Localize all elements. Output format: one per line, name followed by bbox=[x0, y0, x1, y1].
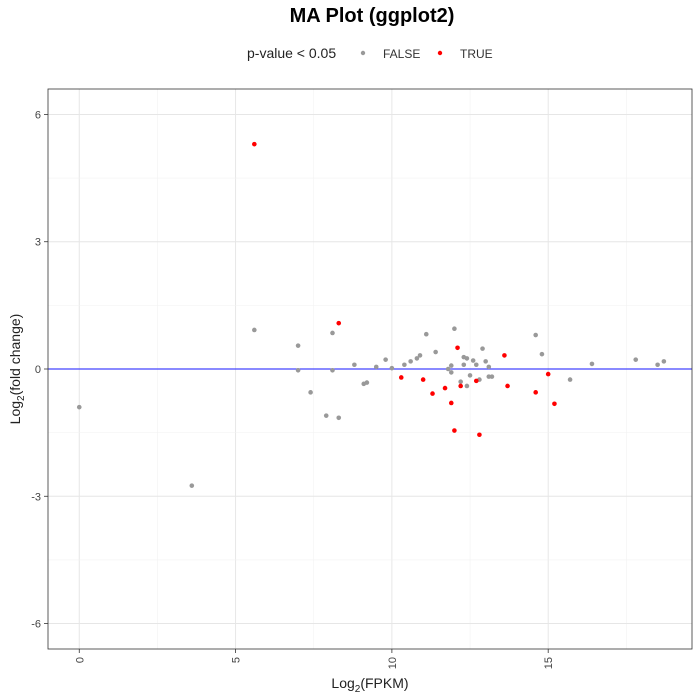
y-tick-label: 0 bbox=[35, 364, 41, 376]
data-point-false bbox=[486, 374, 492, 379]
y-tick-label: 3 bbox=[35, 237, 41, 249]
data-point-false bbox=[76, 404, 82, 410]
data-point-true bbox=[477, 432, 482, 438]
data-point-false bbox=[295, 367, 301, 373]
y-tick-label: 6 bbox=[35, 109, 41, 121]
data-point-false bbox=[364, 380, 370, 385]
data-point-true bbox=[533, 390, 538, 395]
x-tick-label: 15 bbox=[543, 657, 555, 669]
data-point-true bbox=[336, 320, 342, 326]
x-tick-label: 10 bbox=[387, 657, 399, 669]
data-point-false bbox=[423, 331, 429, 337]
data-point-false bbox=[480, 346, 485, 351]
legend-key-true-label: TRUE bbox=[460, 47, 493, 61]
x-tick-label: 5 bbox=[231, 657, 243, 663]
x-tick-label: 0 bbox=[74, 657, 86, 663]
data-point-false bbox=[467, 373, 473, 378]
data-point-true bbox=[452, 428, 457, 433]
legend: p-value < 0.05 FALSE TRUE bbox=[247, 45, 493, 61]
legend-key-false-label: FALSE bbox=[383, 47, 420, 61]
data-point-false bbox=[389, 365, 395, 371]
legend-key-false-marker bbox=[360, 50, 366, 56]
legend-title: p-value < 0.05 bbox=[247, 45, 336, 61]
data-point-false bbox=[448, 363, 454, 368]
legend-key-true-marker bbox=[437, 50, 443, 56]
data-point-true bbox=[448, 400, 454, 406]
data-point-false bbox=[661, 359, 667, 364]
data-point-false bbox=[633, 357, 639, 362]
data-point-true bbox=[473, 378, 479, 384]
x-axis-label: Log2(FPKM) bbox=[331, 675, 408, 695]
data-point-false bbox=[252, 327, 257, 333]
x-axis-label-prefix: Log bbox=[331, 675, 354, 691]
y-tick-label: -3 bbox=[31, 491, 41, 503]
chart-title: MA Plot (ggplot2) bbox=[290, 5, 455, 27]
axis-ticks: 0 5 10 15 -6 -3 0 3 6 bbox=[31, 109, 555, 669]
data-point-true bbox=[252, 141, 257, 147]
y-axis-label-prefix: Log bbox=[7, 401, 23, 424]
data-point-false bbox=[323, 413, 329, 418]
data-point-false bbox=[539, 351, 545, 357]
data-point-false bbox=[464, 383, 470, 389]
data-point-true bbox=[398, 375, 404, 380]
data-point-false bbox=[452, 326, 457, 331]
data-point-true bbox=[455, 345, 460, 351]
data-point-false bbox=[486, 364, 492, 370]
data-point-true bbox=[442, 385, 448, 391]
data-point-false bbox=[473, 362, 479, 368]
data-point-false bbox=[448, 370, 454, 375]
data-point-false bbox=[417, 353, 423, 358]
data-point-false bbox=[483, 359, 488, 364]
data-point-false bbox=[445, 366, 451, 372]
data-point-false bbox=[470, 358, 476, 363]
data-point-false bbox=[567, 377, 573, 382]
y-axis-label-sub: 2 bbox=[16, 395, 27, 401]
data-point-true bbox=[502, 353, 507, 358]
data-points bbox=[76, 141, 667, 488]
data-point-false bbox=[461, 354, 467, 360]
data-point-true bbox=[545, 371, 551, 377]
data-point-true bbox=[552, 401, 557, 407]
data-point-false bbox=[461, 362, 467, 368]
data-point-false bbox=[295, 343, 301, 348]
y-axis-label: Log2(fold change) bbox=[7, 314, 27, 425]
data-point-true bbox=[430, 391, 435, 396]
data-point-false bbox=[655, 362, 660, 368]
x-axis-label-suffix: (FPKM) bbox=[360, 675, 408, 691]
data-point-false bbox=[433, 349, 438, 355]
data-point-false bbox=[308, 390, 313, 395]
data-point-false bbox=[402, 362, 407, 368]
data-point-true bbox=[420, 377, 426, 382]
data-point-false bbox=[458, 379, 463, 385]
data-point-false bbox=[408, 359, 413, 364]
data-point-false bbox=[330, 367, 335, 373]
data-point-false bbox=[352, 362, 357, 368]
data-point-false bbox=[589, 361, 595, 367]
data-point-false bbox=[414, 356, 420, 361]
x-axis-label-sub: 2 bbox=[355, 684, 361, 695]
data-point-false bbox=[330, 330, 335, 336]
data-point-true bbox=[505, 383, 510, 389]
data-point-false bbox=[533, 332, 538, 338]
data-point-false bbox=[189, 483, 195, 488]
y-tick-label: -6 bbox=[31, 619, 41, 631]
data-point-false bbox=[336, 415, 342, 421]
data-point-false bbox=[373, 364, 379, 370]
data-point-true bbox=[458, 383, 463, 389]
data-point-false bbox=[383, 357, 388, 362]
y-axis-label-suffix: (fold change) bbox=[7, 314, 23, 396]
